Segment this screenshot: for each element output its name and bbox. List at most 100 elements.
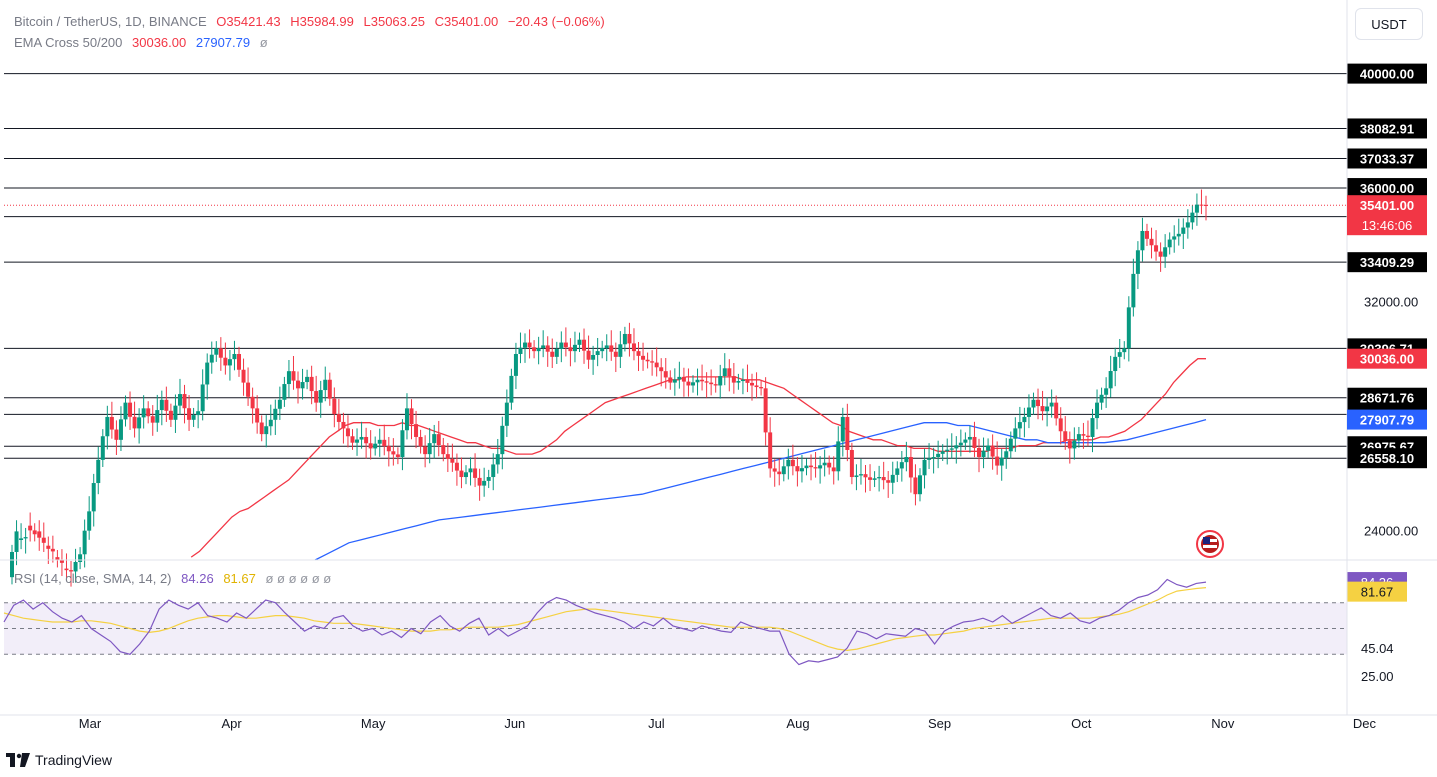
candle-body: [182, 394, 187, 409]
candle-body: [1135, 250, 1140, 274]
candle-body: [441, 445, 446, 455]
price-tag-label: 30036.00: [1360, 352, 1414, 367]
candle-body: [541, 345, 546, 348]
ema-fast-value: 30036.00: [132, 35, 187, 50]
candle-body: [1095, 402, 1100, 419]
level-tag: [1347, 387, 1427, 408]
ema-slow-value: 27907.79: [195, 35, 251, 50]
candle-body: [250, 396, 255, 409]
candle-body: [995, 456, 1000, 466]
candle-body: [927, 458, 932, 460]
candle-body: [255, 408, 260, 423]
candle-body: [355, 439, 360, 443]
candle-body: [550, 351, 555, 357]
candle-body: [659, 367, 664, 372]
month-label: Apr: [221, 716, 242, 731]
candle-body: [750, 382, 755, 386]
ema-label[interactable]: EMA Cross 50/200: [14, 35, 123, 50]
candle-body: [109, 416, 114, 430]
ema-visibility-icon[interactable]: ø: [259, 35, 268, 50]
rsi-sma-value: 81.67: [223, 571, 256, 586]
flag-icon[interactable]: [1196, 530, 1224, 558]
candle-body: [259, 422, 264, 435]
candle-body: [359, 436, 364, 440]
month-label: Nov: [1211, 716, 1235, 731]
currency-button[interactable]: USDT: [1355, 8, 1423, 40]
candle-body: [881, 477, 886, 481]
candle-body: [223, 357, 228, 366]
candle-body: [913, 477, 918, 495]
candle-body: [1199, 204, 1204, 206]
candle-body: [495, 454, 500, 465]
high-value: H35984.99: [290, 14, 354, 29]
candle-body: [631, 343, 636, 352]
rsi-label[interactable]: RSI (14, close, SMA, 14, 2): [14, 571, 172, 586]
horizontal-levels: 40000.0038082.9137033.3736000.0035000.00…: [4, 63, 1427, 469]
candle-body: [1076, 434, 1081, 441]
candle-body: [196, 411, 201, 416]
candle-body: [1172, 236, 1177, 240]
candle-body: [482, 480, 487, 486]
month-label: Jul: [648, 716, 665, 731]
candle-body: [10, 551, 14, 578]
candle-body: [50, 548, 55, 552]
month-label: May: [361, 716, 386, 731]
candle-body: [681, 376, 686, 382]
candle-body: [999, 457, 1004, 466]
candle-body: [450, 458, 455, 463]
candle-body: [87, 511, 92, 531]
candle-body: [609, 345, 614, 352]
candle-body: [236, 354, 241, 370]
candle-body: [463, 472, 468, 478]
candle-body: [1022, 416, 1027, 423]
candle-body: [908, 457, 913, 478]
candle-body: [128, 402, 133, 417]
candle-body: [19, 538, 24, 540]
candle-body: [686, 381, 691, 386]
candle-body: [582, 339, 587, 351]
candle-body: [672, 379, 677, 383]
rsi-line: [3, 578, 1207, 666]
level-tag: [1347, 148, 1427, 169]
candle-body: [595, 351, 600, 356]
axes: 24000.00 32000.00 Mar Apr May Jun Jul Aug Sep Oct…: [0, 0, 1437, 731]
symbol-title[interactable]: Bitcoin / TetherUS, 1D, BINANCE: [14, 14, 207, 29]
candle-body: [636, 351, 641, 356]
candle-body: [863, 474, 868, 478]
candle-body: [827, 462, 832, 468]
candle-body: [763, 388, 768, 433]
rsi-pane: 84.26 81.67 45.04 25.00: [3, 572, 1407, 684]
tradingview-logo[interactable]: TradingView: [6, 752, 112, 768]
candle-body: [1067, 440, 1072, 449]
low-value: L35063.25: [363, 14, 425, 29]
candle-body: [1004, 451, 1009, 458]
candle-body: [572, 344, 577, 352]
candle-body: [323, 379, 328, 391]
candle-body: [795, 466, 800, 472]
open-value: O35421.43: [216, 14, 281, 29]
candle-body: [1204, 204, 1208, 206]
candle-body: [277, 399, 282, 409]
ema-header: EMA Cross 50/200 30036.00 27907.79 ø: [14, 35, 274, 50]
candle-body: [146, 408, 151, 417]
candle-body: [300, 382, 305, 389]
candle-body: [78, 554, 83, 563]
price-tick-label: 32000.00: [1364, 295, 1418, 310]
candle-body: [563, 342, 568, 348]
candle-body: [1140, 230, 1145, 251]
candle-body: [400, 430, 405, 457]
candle-body: [241, 369, 246, 383]
candle-body: [37, 531, 42, 538]
candle-body: [41, 537, 46, 543]
candle-body: [568, 347, 573, 352]
candle-body: [409, 408, 414, 425]
price-tick-label: 24000.00: [1364, 523, 1418, 538]
month-label: Aug: [786, 716, 809, 731]
candle-body: [232, 354, 237, 360]
candle-body: [1131, 273, 1136, 308]
candle-body: [1154, 245, 1159, 252]
candle-body: [986, 445, 991, 451]
candle-body: [577, 339, 582, 345]
candle-body: [205, 362, 210, 385]
